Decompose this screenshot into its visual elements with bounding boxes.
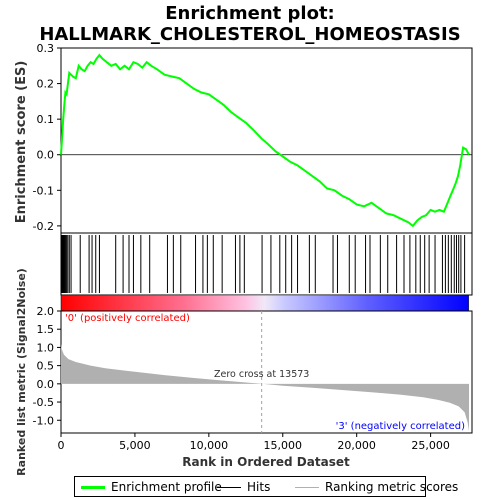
legend-label-hits: Hits [247, 480, 271, 494]
metric-y-axis-ticks: 2.0 1.5 1.0 0.5 0.0 -0.5 -1.0 [33, 305, 61, 427]
legend-item-enrichment-profile: Enrichment profile [81, 479, 222, 495]
positive-correlation-label: '0' (positively correlated) [65, 313, 190, 324]
ranking-gradient-bar [60, 294, 469, 312]
metric-y-tick-label: 0.0 [37, 378, 55, 391]
metric-y-axis-label: Ranked list metric (Signal2Noise) [15, 268, 28, 476]
x-tick-label: 0 [58, 439, 65, 452]
metric-y-tick-label: 0.5 [37, 360, 55, 373]
legend-item-ranking-metric: Ranking metric scores [295, 479, 458, 495]
es-y-tick-label: -0.1 [33, 184, 54, 197]
x-tick-label: 20,000 [337, 439, 376, 452]
metric-y-tick-label: 1.0 [37, 341, 55, 354]
legend-swatch-enrichment-profile [81, 485, 105, 489]
legend-item-hits: Hits [217, 479, 270, 495]
metric-y-tick-label: 1.5 [37, 323, 55, 336]
x-tick-label: 5,000 [119, 439, 151, 452]
x-tick-label: 10,000 [190, 439, 229, 452]
x-tick-label: 15,000 [264, 439, 303, 452]
x-axis-ticks: 0 5,000 10,000 15,000 20,000 25,000 [58, 433, 450, 452]
legend-label-ranking-metric: Ranking metric scores [325, 480, 459, 494]
ranking-metric-area [61, 343, 470, 432]
es-y-tick-label: 0.2 [37, 78, 55, 91]
enrichment-profile-line [60, 53, 470, 228]
zero-cross-label: Zero cross at 13573 [214, 369, 309, 380]
x-axis-label: Rank in Ordered Dataset [182, 455, 350, 469]
metric-y-tick-label: -1.0 [33, 414, 54, 427]
es-y-tick-label: 0.3 [37, 42, 55, 55]
es-y-axis-label: Enrichment score (ES) [14, 61, 29, 224]
es-y-axis-ticks: 0.3 0.2 0.1 0.0 -0.1 -0.2 [33, 42, 61, 233]
hit-marks [60, 235, 466, 293]
chart-title-line-1: Enrichment plot: [165, 3, 335, 24]
legend-label-enrichment-profile: Enrichment profile [111, 480, 222, 494]
es-y-tick-label: 0.1 [37, 113, 55, 126]
x-tick-label: 25,000 [411, 439, 450, 452]
chart-title-line-2: HALLMARK_CHOLESTEROL_HOMEOSTASIS [39, 24, 460, 45]
legend-swatch-hits [217, 486, 241, 488]
metric-y-tick-label: 2.0 [37, 305, 55, 318]
metric-y-tick-label: -0.5 [33, 396, 54, 409]
es-panel-frame [60, 47, 473, 234]
es-y-tick-label: 0.0 [37, 149, 55, 162]
es-y-tick-label: -0.2 [33, 220, 54, 233]
legend: Enrichment profile Hits Ranking metric s… [74, 476, 458, 497]
negative-correlation-label: '3' (negatively correlated) [336, 421, 465, 432]
legend-swatch-ranking-metric [295, 486, 319, 488]
